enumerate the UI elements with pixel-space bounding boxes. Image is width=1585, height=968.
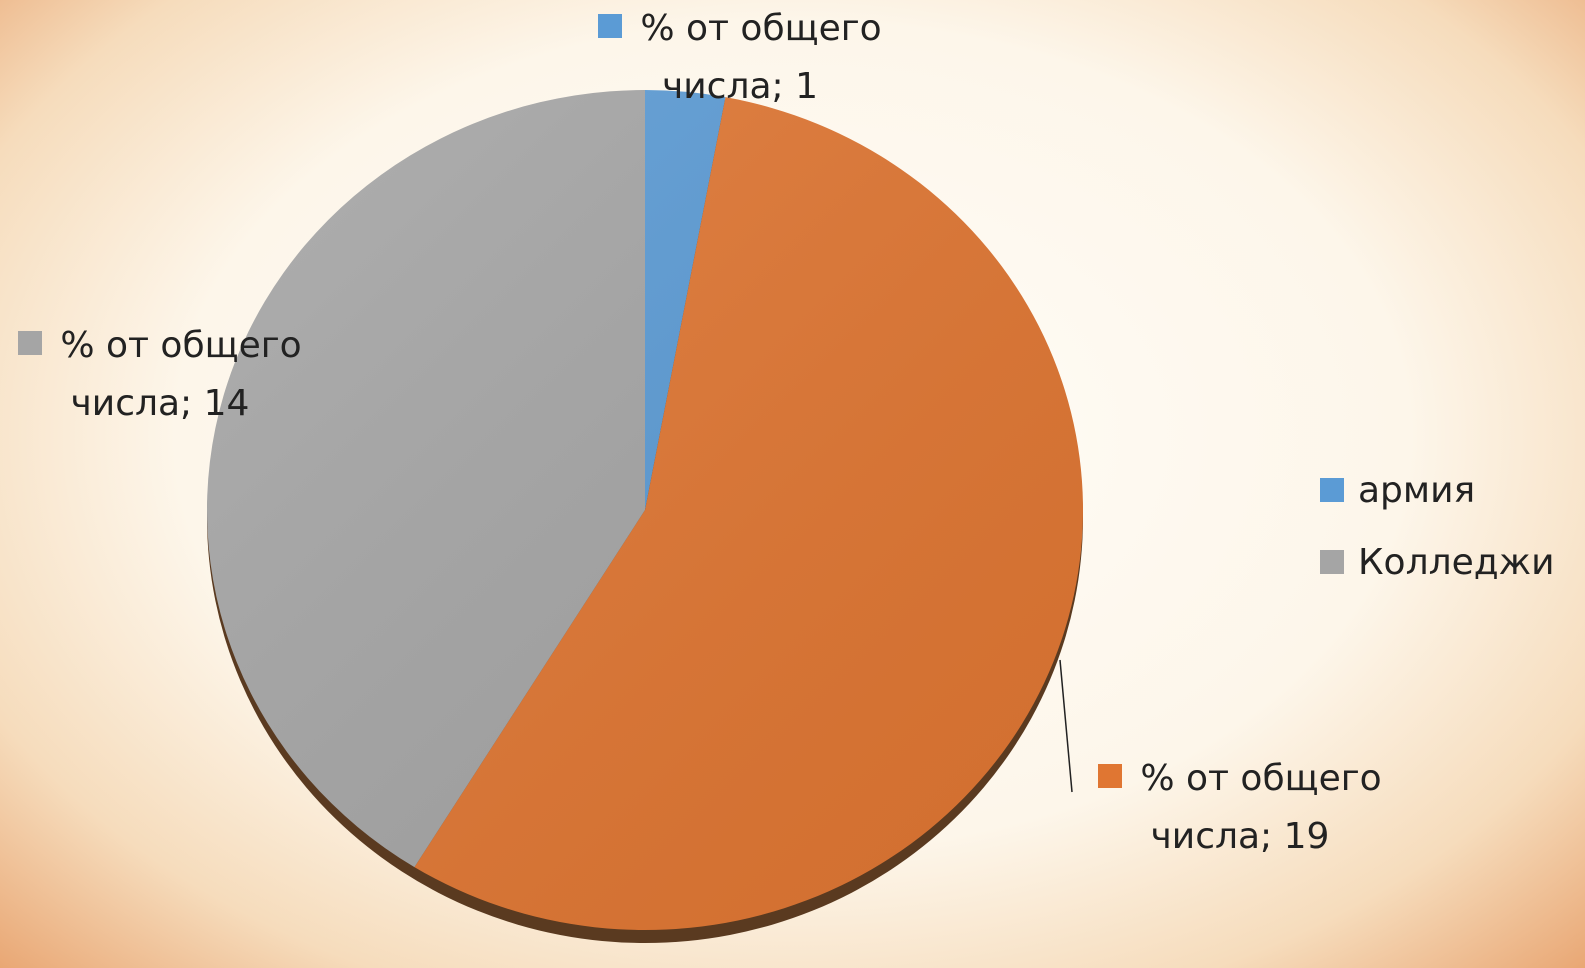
data-label-marker [598, 14, 622, 38]
page: (() => { const data = JSON.parse(documen… [0, 0, 1585, 968]
legend-entry: армия [1320, 470, 1475, 511]
data-label-marker [1098, 764, 1122, 788]
legend-entry-text: Колледжи [1358, 542, 1554, 583]
pie [207, 90, 1083, 930]
legend-entry-marker [1320, 478, 1344, 502]
legend-entry-text: армия [1358, 470, 1475, 511]
leader-line [1060, 660, 1072, 792]
data-label: % от общего числа; 19 [1090, 750, 1390, 866]
data-label-marker [18, 331, 42, 355]
data-label-text: % от общего числа; 14 [60, 325, 301, 424]
data-label-text: % от общего числа; 19 [1140, 758, 1381, 857]
data-label-text: % от общего числа; 1 [640, 8, 881, 107]
data-label: % от общего числа; 1 [590, 0, 890, 116]
legend-entry-marker [1320, 550, 1344, 574]
data-label: % от общего числа; 14 [10, 317, 310, 433]
legend-entry: Колледжи [1320, 542, 1554, 583]
